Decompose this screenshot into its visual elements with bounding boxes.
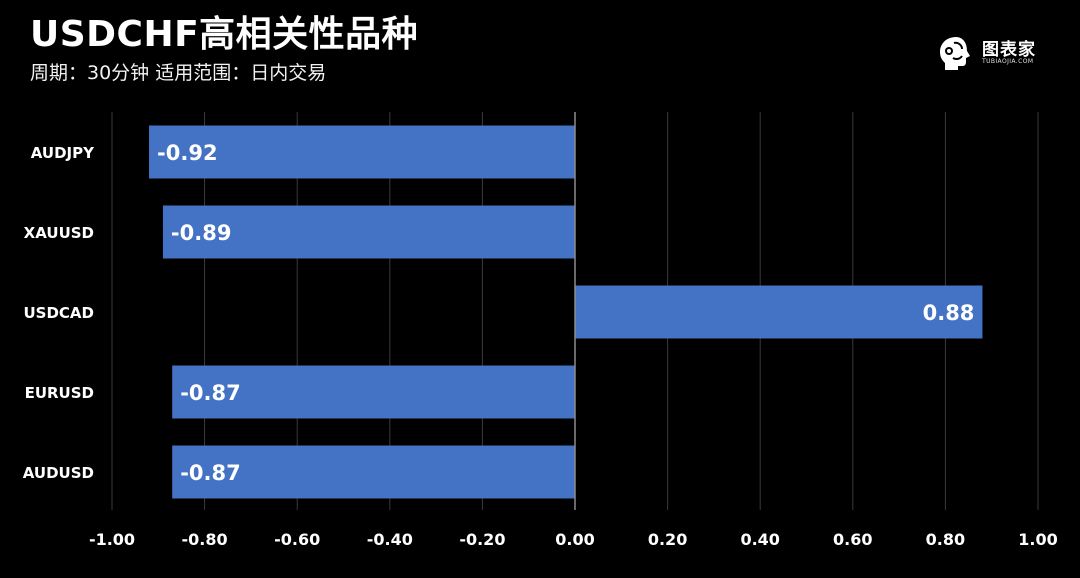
x-tick-label: 0.60: [833, 530, 872, 549]
x-tick-label: -1.00: [89, 530, 135, 549]
x-tick-label: 0.20: [648, 530, 687, 549]
data-label: -0.87: [180, 381, 241, 405]
category-label: XAUUSD: [24, 224, 94, 242]
bar: [172, 445, 575, 499]
data-label: -0.92: [157, 141, 218, 165]
x-tick-label: 1.00: [1018, 530, 1057, 549]
data-label: -0.87: [180, 461, 241, 485]
x-tick-labels: -1.00 -0.80 -0.60 -0.40 -0.20 0.00 0.20 0.40 0.6…: [89, 530, 1058, 549]
category-label: AUDUSD: [23, 464, 94, 482]
x-tick-label: -0.20: [459, 530, 505, 549]
x-tick-label: 0.80: [926, 530, 965, 549]
logo-text: 图表家: [982, 40, 1036, 60]
data-label: -0.89: [171, 221, 232, 245]
x-tick-label: -0.40: [367, 530, 413, 549]
category-label: AUDJPY: [31, 144, 95, 162]
bar: [162, 205, 575, 259]
bar: [575, 285, 983, 339]
bar: [149, 125, 576, 179]
x-tick-label: 0.00: [555, 530, 594, 549]
x-tick-label: 0.40: [740, 530, 779, 549]
category-label: EURUSD: [25, 384, 94, 402]
chart-subtitle: 周期：30分钟 适用范围：日内交易: [30, 62, 327, 84]
chart-title: USDCHF高相关性品种: [30, 14, 419, 55]
category-label: USDCAD: [23, 304, 94, 322]
data-labels: -0.92 -0.89 0.88 -0.87 -0.87: [157, 141, 974, 485]
bars: [149, 125, 983, 499]
bar: [172, 365, 575, 419]
x-tick-label: -0.60: [274, 530, 320, 549]
x-tick-label: -0.80: [182, 530, 228, 549]
brand-logo: 图表家 TUBIAOJIA.COM: [936, 34, 1056, 74]
category-labels: AUDJPY XAUUSD USDCAD EURUSD AUDUSD: [23, 144, 95, 482]
logo-subtext: TUBIAOJIA.COM: [982, 58, 1034, 65]
data-label: 0.88: [923, 301, 975, 325]
brain-head-icon: [940, 37, 970, 70]
